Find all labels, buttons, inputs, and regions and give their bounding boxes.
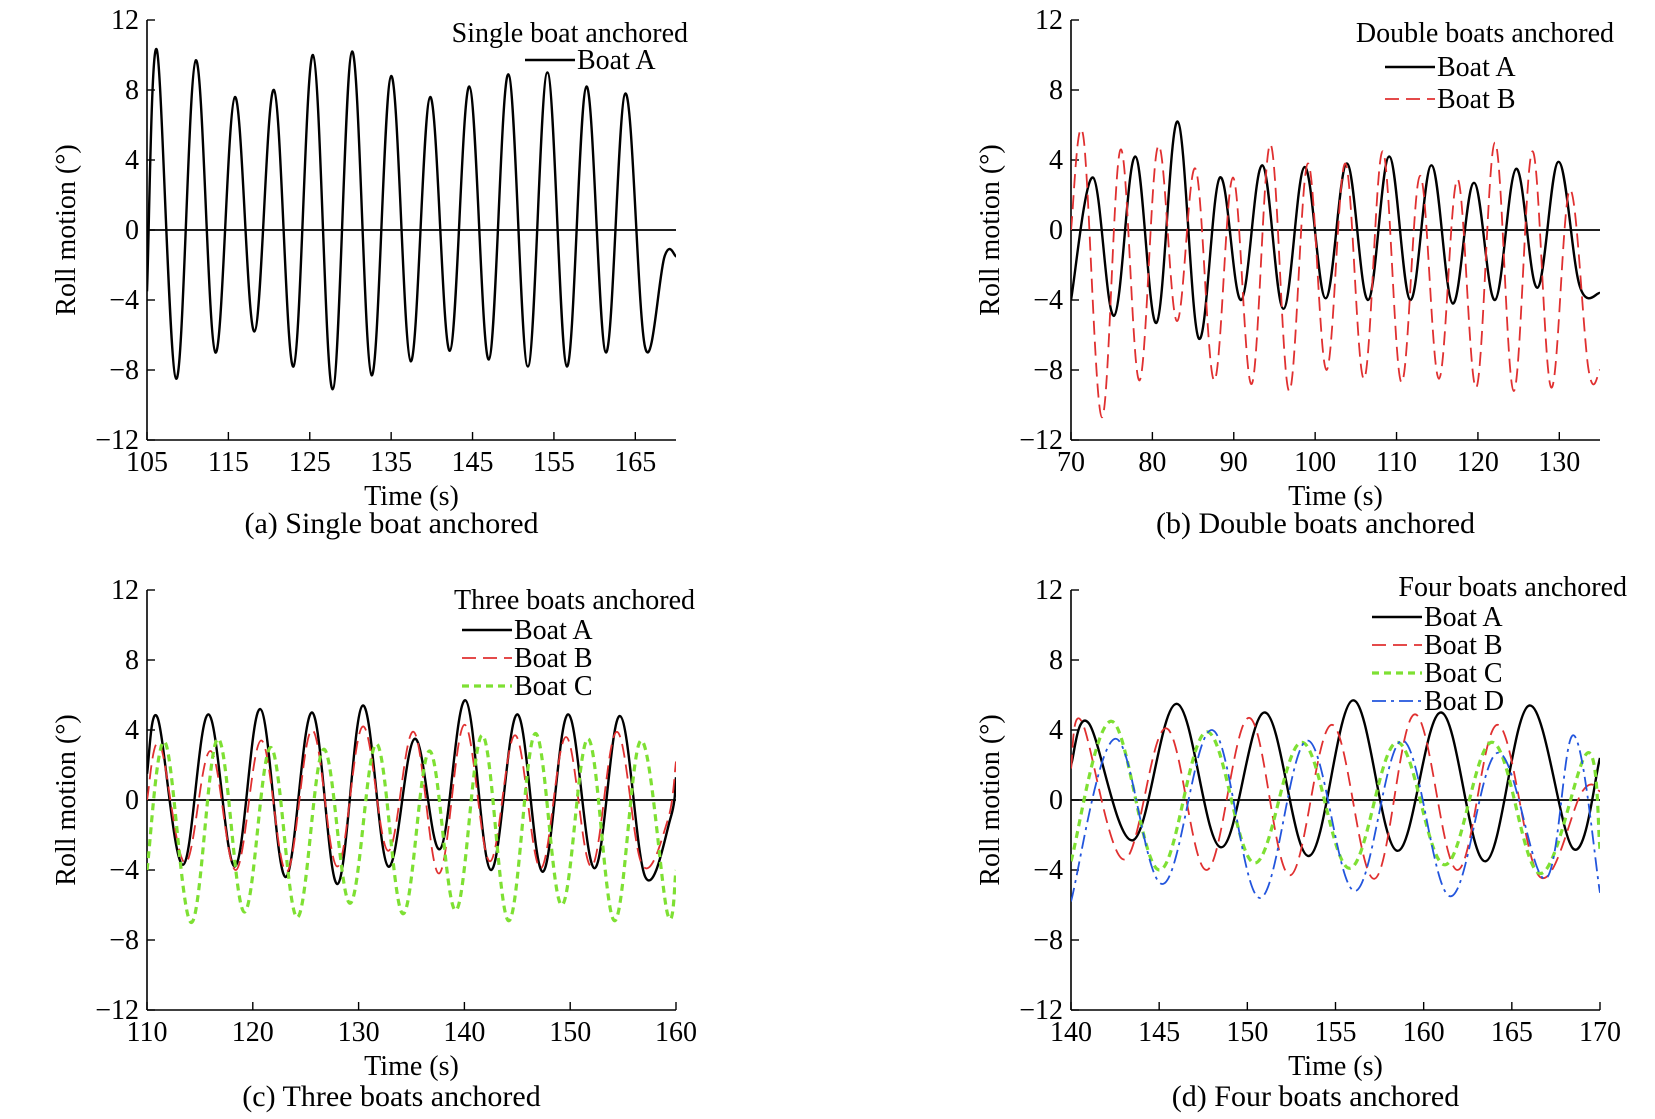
y-tick-label: −4 [109,855,139,886]
legend-title: Single boat anchored [452,18,688,49]
y-tick-label: −12 [1019,425,1063,456]
panel-caption: (c) Three boats anchored [242,1080,540,1113]
y-tick-label: 0 [1049,785,1063,816]
series-line-boat-c [1071,719,1600,876]
x-tick-label: 80 [1138,447,1166,478]
x-tick-label: 70 [1057,447,1085,478]
series-line-boat-b [1071,713,1600,880]
legend-label: Boat C [514,671,593,702]
x-tick-label: 155 [1315,1017,1357,1048]
x-tick-label: 115 [208,447,249,478]
legend-title: Double boats anchored [1356,18,1614,49]
legend-title: Three boats anchored [454,585,695,616]
y-tick-label: 12 [111,5,139,36]
legend-label: Boat B [1424,630,1503,661]
legend-label: Boat A [514,615,593,646]
panel-caption: (b) Double boats anchored [1156,507,1475,540]
x-tick-label: 90 [1220,447,1248,478]
x-tick-label: 130 [1538,447,1580,478]
y-axis-label: Roll motion (°) [975,144,1006,315]
series-line-boat-c [147,731,676,925]
series-line-boat-a [1071,120,1600,340]
y-axis-label: Roll motion (°) [51,714,82,885]
x-axis-label: Time (s) [364,481,459,512]
x-tick-label: 165 [614,447,656,478]
panel-caption: (a) Single boat anchored [244,507,538,540]
x-tick-label: 105 [126,447,168,478]
y-tick-label: 12 [1035,5,1063,36]
x-tick-label: 135 [370,447,412,478]
x-tick-label: 120 [232,1017,274,1048]
panel-caption: (d) Four boats anchored [1172,1080,1459,1113]
chart-panel-4: −12 −8 −4 0 4 8 12 140 145 150 155 160 165 170 Time (s… [975,572,1627,1113]
x-tick-label: 120 [1457,447,1499,478]
y-tick-label: 0 [1049,215,1063,246]
y-tick-label: 12 [1035,575,1063,606]
x-tick-label: 150 [549,1017,591,1048]
y-tick-label: −12 [95,995,139,1026]
legend-label: Boat D [1424,686,1504,717]
legend-label: Boat A [1424,602,1503,633]
x-tick-label: 165 [1491,1017,1533,1048]
x-tick-label: 160 [655,1017,697,1048]
x-tick-label: 130 [338,1017,380,1048]
y-tick-label: −8 [109,925,139,956]
chart-panel-3: −12 −8 −4 0 4 8 12 110 120 130 140 150 160 Time (s) Ro… [51,575,697,1113]
x-tick-label: 145 [452,447,494,478]
series-line-boat-d [1071,729,1600,902]
series-line-boat-b [1071,128,1600,419]
series-line-boat-a [147,48,676,391]
y-tick-label: 4 [1049,715,1063,746]
y-tick-label: 0 [125,215,139,246]
legend-label: Boat A [577,45,656,76]
x-axis-label: Time (s) [1288,481,1383,512]
y-tick-label: −4 [1033,285,1063,316]
x-tick-label: 140 [443,1017,485,1048]
y-tick-label: −12 [95,425,139,456]
y-tick-label: −4 [1033,855,1063,886]
x-tick-label: 110 [1376,447,1417,478]
y-tick-label: 8 [1049,75,1063,106]
y-tick-label: 8 [125,75,139,106]
y-tick-label: 4 [1049,145,1063,176]
y-tick-label: 0 [125,785,139,816]
y-tick-label: −8 [109,355,139,386]
y-tick-label: 4 [125,145,139,176]
y-tick-label: −4 [109,285,139,316]
x-tick-label: 125 [289,447,331,478]
y-tick-label: −8 [1033,355,1063,386]
x-tick-label: 100 [1294,447,1336,478]
legend-label: Boat C [1424,658,1503,689]
x-tick-label: 150 [1226,1017,1268,1048]
series-line-boat-a [147,699,676,886]
x-tick-label: 170 [1579,1017,1621,1048]
x-tick-label: 155 [533,447,575,478]
x-tick-label: 110 [127,1017,168,1048]
legend-label: Boat A [1437,52,1516,83]
y-axis-label: Roll motion (°) [51,144,82,315]
y-tick-label: −8 [1033,925,1063,956]
y-axis-label: Roll motion (°) [975,714,1006,885]
x-tick-label: 145 [1138,1017,1180,1048]
series-line-boat-a [1071,699,1600,863]
legend-label: Boat B [514,643,593,674]
x-axis-label: Time (s) [364,1051,459,1082]
y-tick-label: −12 [1019,995,1063,1026]
legend-title: Four boats anchored [1398,572,1627,603]
chart-panel-1: −12 −8 −4 0 4 8 12 105 115 125 135 145 155 165 Time (s… [51,5,688,540]
y-tick-label: 12 [111,575,139,606]
x-tick-label: 140 [1050,1017,1092,1048]
y-tick-label: 8 [1049,645,1063,676]
x-tick-label: 160 [1403,1017,1445,1048]
x-axis-label: Time (s) [1288,1051,1383,1082]
y-tick-label: 4 [125,715,139,746]
y-tick-label: 8 [125,645,139,676]
legend-label: Boat B [1437,84,1516,115]
series-line-boat-b [147,723,676,875]
chart-panel-2: −12 −8 −4 0 4 8 12 70 80 90 100 110 120 130 Time (s) Ro… [975,5,1614,540]
